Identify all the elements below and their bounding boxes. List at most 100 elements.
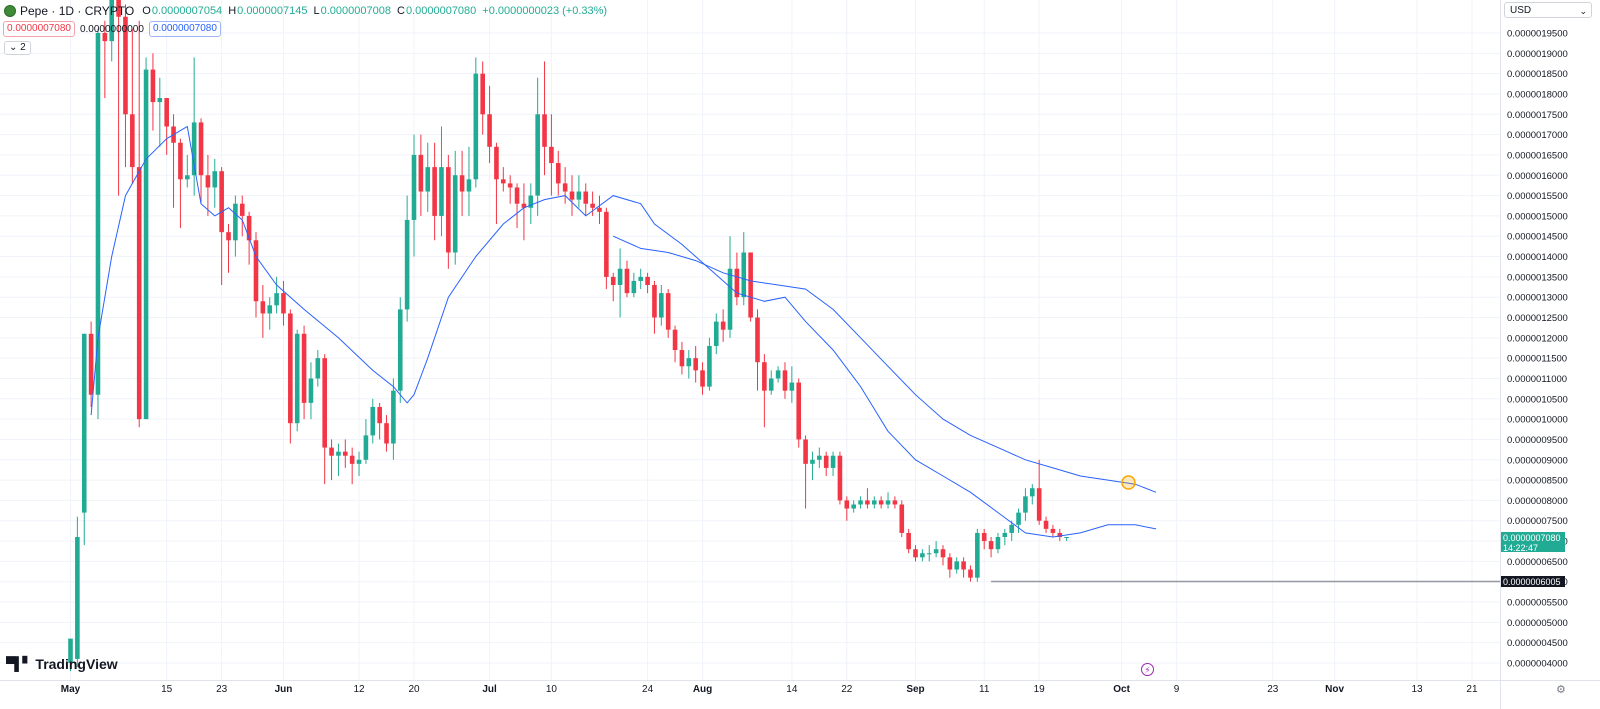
candle-body (1050, 528, 1056, 533)
candle-body (803, 439, 808, 464)
currency-select[interactable]: USD ⌄ (1504, 2, 1592, 18)
candle (343, 439, 348, 468)
time-tick-label: May (61, 684, 81, 695)
candle-body (212, 171, 218, 188)
candle-body (425, 167, 431, 192)
candle (377, 402, 382, 440)
candle-body (871, 500, 877, 505)
candle-body (95, 33, 101, 395)
candle (1023, 488, 1028, 521)
candle (301, 325, 307, 420)
indicator-value-red: 0.0000007080 (3, 21, 75, 37)
price-tick-label: 0.0000013000 (1507, 293, 1568, 304)
time-tick-label: 23 (216, 684, 228, 695)
candle-body (68, 638, 73, 663)
symbol-title[interactable]: Pepe · 1D · CRYPTO (20, 4, 135, 18)
time-tick-label: Jul (482, 684, 497, 695)
candle (755, 309, 760, 391)
candle-body (782, 370, 788, 391)
time-tick-label: 21 (1466, 684, 1478, 695)
time-tick-label: 15 (161, 684, 173, 695)
candle (542, 61, 547, 176)
price-tick-label: 0.0000009000 (1507, 455, 1568, 466)
candle-body (75, 537, 80, 659)
candle-body (384, 423, 389, 444)
candle-body (775, 370, 781, 379)
candle-body (391, 390, 396, 444)
price-tick-label: 0.0000018000 (1507, 89, 1568, 100)
candle-body (1009, 524, 1014, 533)
candle-body (830, 455, 836, 468)
candle (700, 362, 705, 395)
candle-body (336, 451, 341, 456)
indicators-collapse-button[interactable]: ⌄ 2 (4, 41, 31, 55)
candle (555, 150, 561, 196)
candle-body (940, 549, 946, 558)
candle-body (755, 317, 760, 363)
candle (439, 126, 444, 237)
price-tick-label: 0.0000007500 (1507, 516, 1568, 527)
candle-body (968, 569, 973, 578)
candle (624, 260, 630, 298)
candle-body (301, 333, 307, 403)
candle (549, 114, 554, 196)
candle (75, 516, 80, 668)
time-tick-label: 14 (786, 684, 798, 695)
candle-body (741, 252, 747, 298)
gear-icon[interactable]: ⚙ (1556, 684, 1566, 696)
candle-body (995, 537, 1001, 550)
price-tick-label: 0.0000014000 (1507, 252, 1568, 263)
candle-body (988, 541, 994, 550)
price-tick-label: 0.0000017500 (1507, 110, 1568, 121)
candle (418, 134, 424, 216)
candle-body (720, 321, 726, 330)
candle-body (590, 203, 595, 208)
candle-body (219, 171, 224, 233)
candle (184, 154, 190, 188)
candle (459, 150, 465, 216)
candle-body (885, 500, 891, 505)
candle-body (377, 406, 382, 424)
candle-body (329, 447, 334, 456)
candle (157, 77, 163, 147)
candle-body (150, 69, 156, 103)
candle (926, 545, 932, 562)
candle (315, 350, 321, 387)
price-axis: 0.0000004000 0.0000004500 0.0000005000 0.00… (1500, 0, 1568, 709)
candle (514, 183, 520, 229)
indicator-value-blue: 0.0000007080 (148, 21, 221, 37)
price-tick-label: 0.0000016000 (1507, 171, 1568, 182)
candle (775, 366, 781, 383)
candle-body (528, 195, 534, 208)
candle-body (796, 382, 802, 440)
candle-body (933, 549, 939, 554)
time-tick-label: 23 (1267, 684, 1279, 695)
candle (562, 167, 568, 204)
candle (878, 496, 884, 509)
candle (748, 252, 753, 322)
candle-body (542, 114, 547, 147)
price-tick-label: 0.0000018500 (1507, 69, 1568, 80)
candle-body (439, 167, 444, 216)
candle-body (164, 98, 169, 127)
candle-body (913, 549, 918, 558)
candle-body (1016, 512, 1021, 525)
candle (762, 354, 767, 428)
price-tick-label: 0.0000008500 (1507, 476, 1568, 487)
time-tick-label: 11 (979, 684, 990, 695)
price-tick-label: 0.0000014500 (1507, 232, 1568, 243)
candle-body (1057, 532, 1063, 537)
lightning-icon[interactable]: ⚡ (1141, 663, 1154, 676)
candle (713, 313, 719, 355)
candle (329, 439, 334, 481)
price-tick-label: 0.0000015500 (1507, 191, 1568, 202)
tradingview-logo[interactable]: ▀▌▘ TradingView (6, 656, 118, 672)
candle (404, 195, 410, 322)
candle-body (975, 532, 980, 578)
candle-body (494, 146, 499, 180)
tradingview-logo-text: TradingView (35, 656, 118, 672)
candle-body (823, 455, 829, 468)
candle (885, 492, 891, 509)
pepe-logo-icon (4, 5, 16, 17)
